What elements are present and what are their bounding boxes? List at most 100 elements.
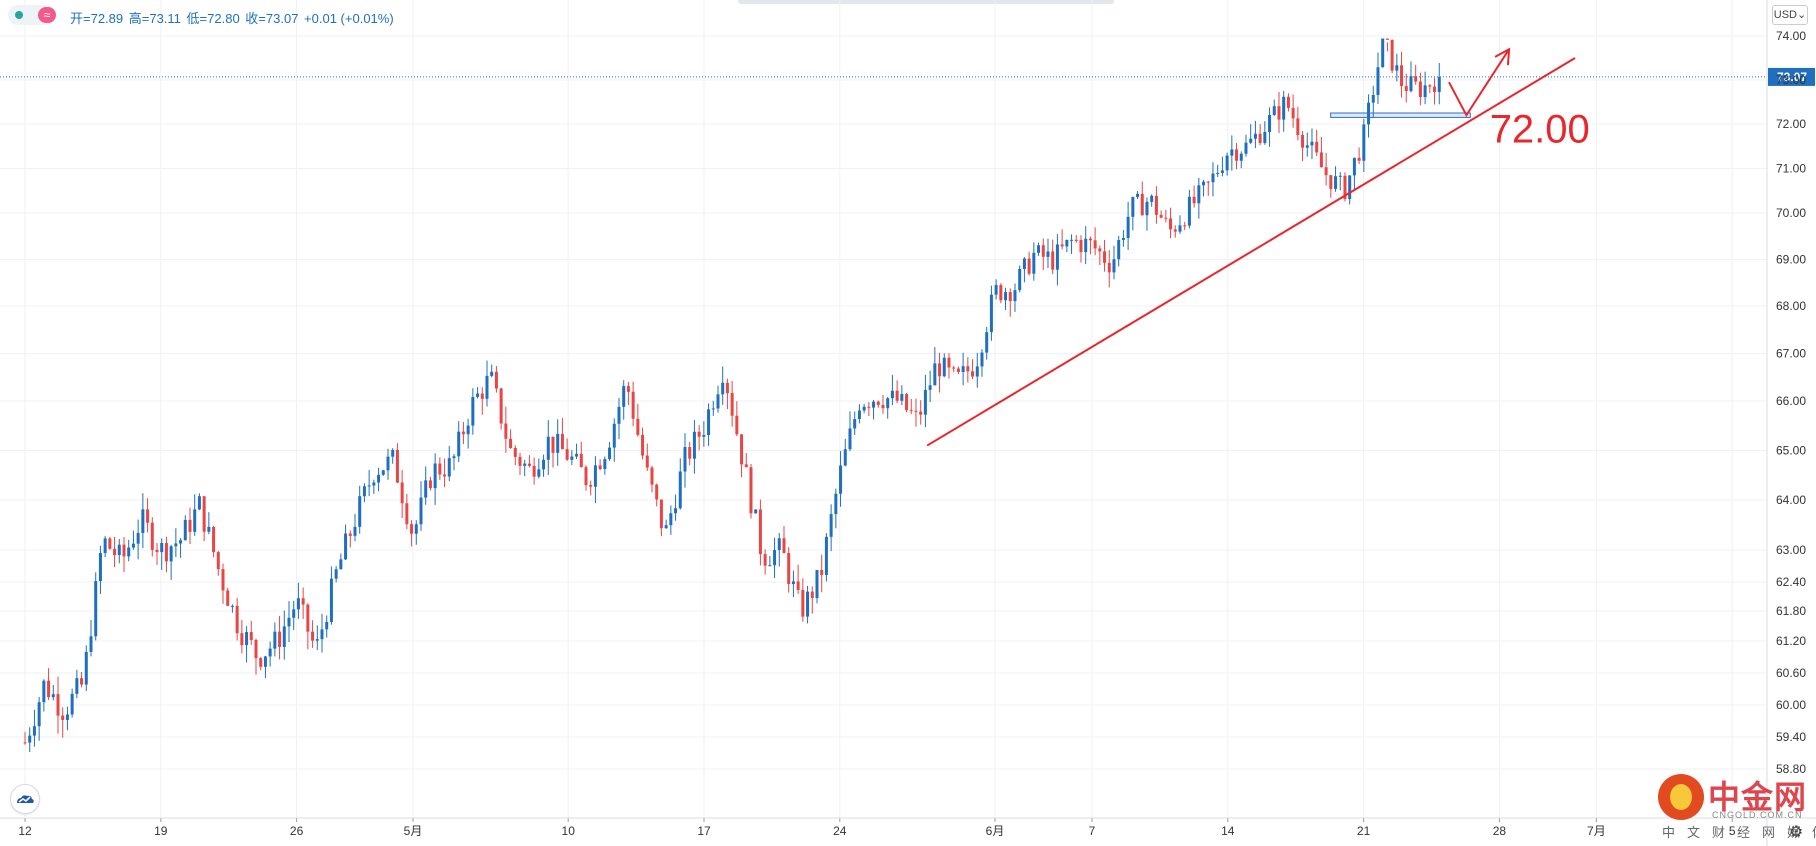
candle-body (249, 632, 253, 640)
top-panel-tab[interactable] (738, 0, 1114, 4)
candle-body (650, 467, 654, 485)
candle-body (494, 371, 498, 389)
candle-body (1225, 155, 1229, 171)
candle-body (881, 404, 885, 409)
candle-body (160, 543, 164, 553)
y-tick-label: 60.00 (1776, 698, 1806, 712)
candle-body (857, 410, 861, 420)
candle-body (428, 480, 432, 489)
candle-body (1305, 145, 1309, 148)
candle-body (1235, 149, 1239, 161)
candle-body (433, 463, 437, 489)
market-status-dot (15, 11, 23, 19)
candle-body (796, 581, 800, 590)
candle-body (919, 411, 923, 415)
candle-body (362, 486, 366, 497)
candle-body (292, 609, 296, 618)
candle-body (1084, 238, 1088, 253)
currency-select[interactable]: USD⌄ (1772, 5, 1808, 25)
y-tick-label: 74.00 (1776, 29, 1806, 43)
candle-body (839, 465, 843, 494)
candle-body (631, 391, 635, 419)
candle-body (905, 394, 909, 411)
level-annotation: 72.00 (1490, 107, 1590, 151)
x-tick-label: 17 (697, 824, 711, 838)
candle-body (1343, 175, 1347, 200)
candle-body (730, 393, 734, 416)
candle-body (339, 559, 343, 570)
candle-body (952, 367, 956, 369)
forecast-arrow (1448, 48, 1510, 118)
candle-body (424, 480, 428, 498)
candle-body (886, 398, 890, 409)
candle-body (678, 471, 682, 509)
candle-body (334, 569, 338, 579)
watermark-caption: 中文财经网媒体 (1662, 825, 1816, 840)
candle-body (183, 519, 187, 541)
annotation-layer: 72.00 (926, 47, 1590, 447)
candle-body (131, 543, 135, 548)
candle-body (1433, 86, 1437, 92)
candle-body (867, 406, 871, 408)
candle-body (928, 385, 932, 390)
candle-body (70, 693, 74, 715)
candle-body (1051, 251, 1055, 270)
y-tick-label: 63.00 (1776, 543, 1806, 557)
cloud-logo-icon[interactable] (10, 784, 40, 814)
candle-body (1263, 131, 1267, 143)
candle-body (1282, 96, 1286, 120)
candle-body (1216, 172, 1220, 174)
candle-body (226, 590, 230, 606)
candle-body (61, 715, 65, 720)
candle-body (1004, 292, 1008, 301)
candle-body (28, 735, 32, 743)
candle-body (575, 453, 579, 457)
candle-body (1414, 76, 1418, 82)
y-tick-label: 61.80 (1776, 604, 1806, 618)
candle-body (754, 509, 758, 514)
y-tick-label: 59.40 (1776, 730, 1806, 744)
candle-body (556, 433, 560, 453)
candle-body (848, 428, 852, 450)
candle-body (1098, 248, 1102, 252)
candle-body (966, 366, 970, 372)
candle-body (1400, 65, 1404, 87)
chevron-down-icon: ⌄ (1797, 9, 1807, 21)
gear-icon[interactable]: ⚙ (1788, 824, 1804, 841)
candle-body (537, 469, 541, 477)
candle-body (1296, 118, 1300, 135)
candle-body (273, 631, 277, 649)
candle-body (80, 678, 84, 685)
candle-body (768, 565, 772, 567)
status-badge[interactable]: ≈ (8, 5, 56, 25)
candle-body (791, 581, 795, 585)
candle-body (65, 714, 69, 720)
candle-body (824, 536, 828, 575)
candle-body (1371, 94, 1375, 103)
candle-body (617, 406, 621, 424)
candle-body (664, 525, 668, 529)
price-line-layer: 73.07 (0, 67, 1815, 86)
candle-body (1013, 290, 1017, 302)
candle-body (23, 742, 27, 744)
change-value: +0.01 (+0.01%) (304, 11, 394, 26)
candle-body (84, 651, 88, 685)
candle-body (457, 431, 461, 457)
candle-body (311, 631, 315, 641)
candle-body (608, 447, 612, 460)
candle-body (989, 294, 993, 333)
candle-body (245, 632, 249, 646)
candle-body (47, 680, 51, 698)
candle-body (1310, 141, 1314, 146)
candle-body (1381, 38, 1385, 68)
candle-body (1211, 173, 1215, 183)
candle-body (763, 554, 767, 566)
y-tick-label: 65.00 (1776, 444, 1806, 458)
candle-body (344, 533, 348, 560)
candle-body (141, 509, 145, 534)
candle-body (1258, 133, 1262, 143)
candle-body (622, 386, 626, 407)
candle-body (410, 524, 414, 534)
high-value: 高=73.11 (128, 11, 181, 26)
